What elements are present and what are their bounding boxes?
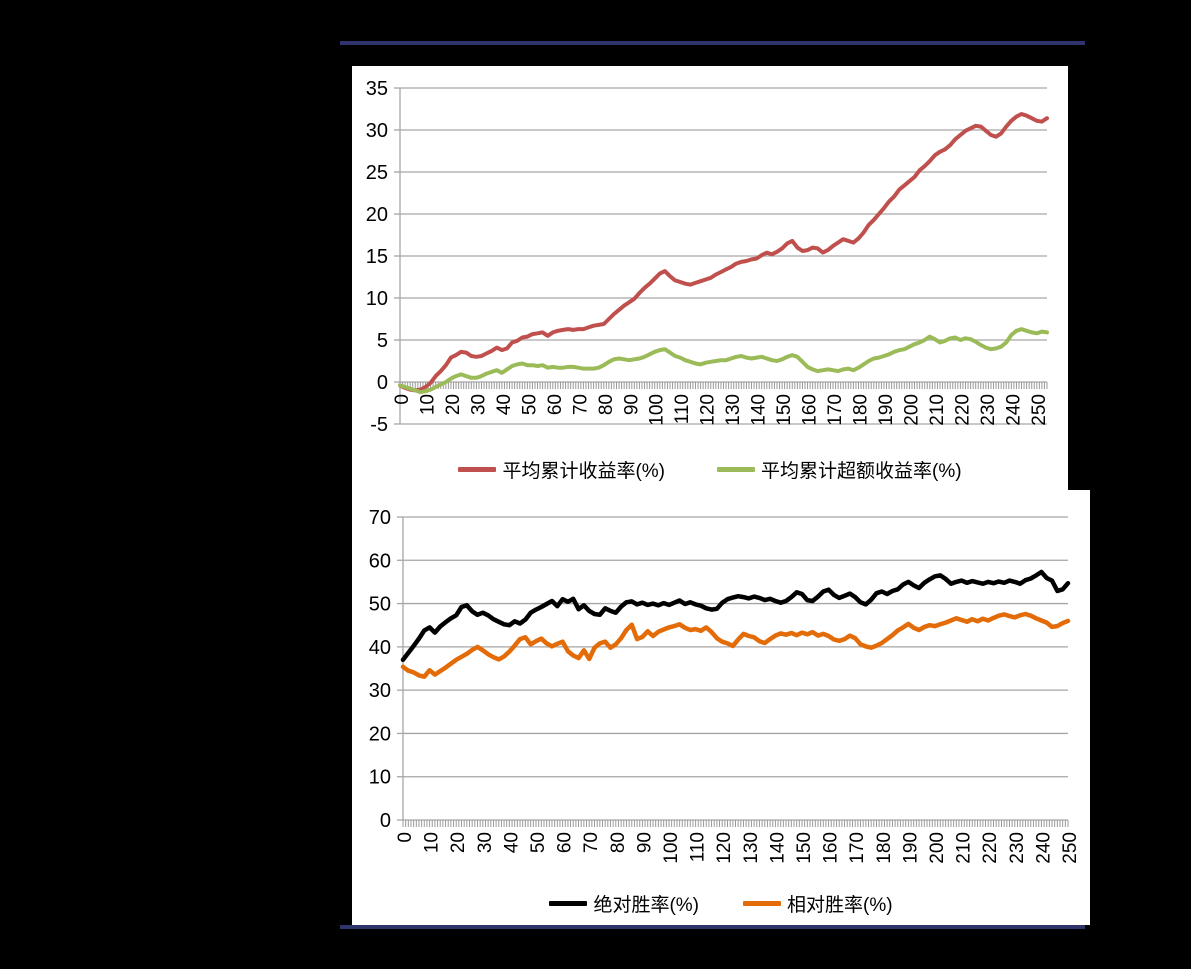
svg-text:25: 25: [366, 162, 388, 184]
legend-label: 相对胜率(%): [787, 895, 893, 916]
svg-text:50: 50: [528, 832, 549, 853]
svg-text:100: 100: [647, 394, 668, 426]
svg-text:180: 180: [851, 394, 872, 426]
svg-text:20: 20: [448, 832, 469, 853]
svg-text:140: 140: [767, 832, 788, 864]
svg-text:90: 90: [621, 394, 642, 415]
svg-text:160: 160: [821, 832, 842, 864]
svg-text:-5: -5: [370, 414, 388, 436]
top-divider-rule: [340, 41, 1085, 45]
svg-text:70: 70: [581, 832, 602, 853]
svg-text:80: 80: [596, 394, 617, 415]
svg-text:60: 60: [555, 832, 576, 853]
svg-text:200: 200: [927, 832, 948, 864]
chart2-legend: 绝对胜率(%) 相对胜率(%): [352, 890, 1090, 917]
svg-text:30: 30: [366, 120, 388, 142]
svg-text:130: 130: [723, 394, 744, 426]
svg-text:240: 240: [1003, 394, 1024, 426]
svg-text:130: 130: [741, 832, 762, 864]
svg-text:180: 180: [874, 832, 895, 864]
svg-text:210: 210: [954, 832, 975, 864]
win-rate-chart-panel: 70 60 50 40 30 20 10 0 0 10 20 30 40 50 60 70 80 90 100 110…: [352, 490, 1090, 925]
legend-item-avg-cumulative-excess-return: 平均累计超额收益率(%): [717, 456, 962, 483]
svg-text:40: 40: [494, 394, 515, 415]
legend-item-absolute-win-rate: 绝对胜率(%): [549, 890, 699, 917]
svg-text:10: 10: [422, 832, 443, 853]
svg-text:210: 210: [927, 394, 948, 426]
svg-text:250: 250: [1060, 832, 1081, 864]
legend-label: 平均累计超额收益率(%): [761, 461, 962, 482]
svg-text:15: 15: [366, 246, 388, 268]
legend-label: 平均累计收益率(%): [502, 461, 665, 482]
svg-text:140: 140: [749, 394, 770, 426]
svg-text:50: 50: [369, 594, 391, 616]
svg-text:250: 250: [1029, 394, 1050, 426]
svg-text:200: 200: [901, 394, 922, 426]
svg-text:170: 170: [825, 394, 846, 426]
svg-text:70: 70: [570, 394, 591, 415]
svg-text:0: 0: [380, 810, 391, 832]
svg-text:230: 230: [1007, 832, 1028, 864]
svg-text:240: 240: [1033, 832, 1054, 864]
svg-text:110: 110: [688, 832, 709, 862]
svg-text:120: 120: [714, 832, 735, 864]
svg-text:220: 220: [952, 394, 973, 426]
svg-text:20: 20: [369, 723, 391, 745]
svg-text:40: 40: [369, 637, 391, 659]
svg-text:0: 0: [395, 832, 416, 843]
green-line-swatch: [717, 467, 755, 472]
svg-text:110: 110: [672, 394, 693, 424]
svg-text:100: 100: [661, 832, 682, 864]
svg-text:20: 20: [443, 394, 464, 415]
svg-text:60: 60: [545, 394, 566, 415]
bottom-divider-rule: [340, 925, 1085, 929]
svg-text:80: 80: [608, 832, 629, 853]
svg-text:10: 10: [369, 767, 391, 789]
svg-text:120: 120: [698, 394, 719, 426]
svg-text:160: 160: [800, 394, 821, 426]
svg-text:30: 30: [475, 832, 496, 853]
svg-text:10: 10: [366, 288, 388, 310]
svg-text:190: 190: [876, 394, 897, 426]
orange-line-swatch: [743, 901, 781, 906]
svg-text:90: 90: [634, 832, 655, 853]
legend-label: 绝对胜率(%): [593, 895, 699, 916]
svg-text:60: 60: [369, 550, 391, 572]
legend-item-avg-cumulative-return: 平均累计收益率(%): [458, 456, 665, 483]
cumulative-return-chart-panel: 35 30 25 20 15 10 5 0 -5 0 10 20 30 40 50 60 70 80 90 100 11…: [352, 66, 1068, 490]
svg-text:0: 0: [392, 394, 413, 405]
black-line-swatch: [549, 901, 588, 906]
svg-text:150: 150: [794, 832, 815, 864]
svg-text:220: 220: [980, 832, 1001, 864]
svg-text:10: 10: [417, 394, 438, 415]
svg-text:150: 150: [774, 394, 795, 426]
svg-text:20: 20: [366, 204, 388, 226]
svg-text:30: 30: [468, 394, 489, 415]
chart1-legend: 平均累计收益率(%) 平均累计超额收益率(%): [352, 456, 1068, 483]
svg-text:70: 70: [369, 507, 391, 529]
svg-text:190: 190: [900, 832, 921, 864]
svg-text:50: 50: [519, 394, 540, 415]
svg-text:0: 0: [377, 372, 388, 394]
svg-text:35: 35: [366, 78, 388, 100]
red-line-swatch: [458, 467, 497, 472]
legend-item-relative-win-rate: 相对胜率(%): [743, 890, 893, 917]
svg-text:170: 170: [847, 832, 868, 864]
svg-text:5: 5: [377, 330, 388, 352]
svg-text:30: 30: [369, 680, 391, 702]
svg-text:230: 230: [978, 394, 999, 426]
svg-text:40: 40: [501, 832, 522, 853]
